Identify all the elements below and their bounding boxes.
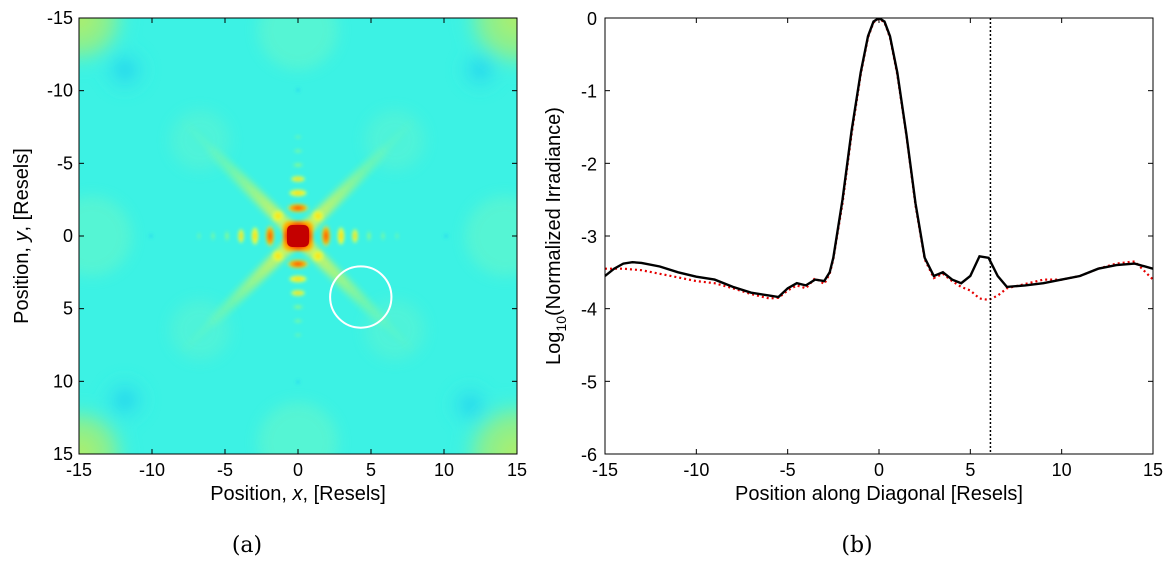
line-plot-y-tick-label: -1 [581,82,597,102]
line-plot-x-ticks: -15 -10 -5 0 5 10 15 [592,18,1163,480]
heatmap-x-tick-label: -10 [139,460,165,480]
dark-hole-circle [329,265,393,329]
line-plot-y-tick-label: -3 [581,227,597,247]
heatmap-y-tick-label: -5 [57,153,73,173]
heatmap-y-tick-label: -15 [47,8,73,28]
line-plot-y-tick-label: -2 [581,154,597,174]
heatmap-x-tick-label: -15 [66,460,92,480]
panel-a-caption: (a) [232,533,262,558]
line-plot-x-tick-label: -10 [683,460,709,480]
heatmap-panel: -15 -10 -5 0 5 10 15 -15 -10 -5 0 5 10 15 Position, … [11,8,527,558]
panel-b-caption: (b) [841,533,872,558]
line-plot-x-tick-label: 0 [874,460,884,480]
heatmap-y-tick-label: 15 [53,444,73,464]
line-plot-x-axis-label: Position along Diagonal [Resels] [735,483,1023,505]
series-solid-black [605,18,1153,299]
heatmap-y-tick-label: 5 [63,299,73,319]
line-plot-x-tick-label: -15 [592,460,618,480]
line-plot-x-tick-label: -5 [780,460,796,480]
heatmap-x-tick-label: 5 [366,460,376,480]
heatmap-y-tick-label: -10 [47,81,73,101]
plot-background [605,18,1153,454]
line-plot-y-tick-label: -5 [581,372,597,392]
line-plot-y-tick-label: -6 [581,445,597,465]
line-plot-x-tick-label: 5 [965,460,975,480]
line-plot-y-ticks: 0 -1 -2 -3 -4 -5 -6 [581,9,1153,465]
heatmap-x-tick-label: -5 [217,460,233,480]
line-plot-y-tick-label: -4 [581,300,597,320]
heatmap-x-axis-label: Position, x, [Resels] [210,483,386,505]
heatmap-y-tick-label: 0 [63,226,73,246]
line-plot-x-tick-label: 10 [1052,460,1072,480]
line-plot-x-tick-label: 15 [1143,460,1163,480]
heatmap-y-ticks: -15 -10 -5 0 5 10 15 [47,8,517,464]
line-plot-y-tick-label: 0 [587,9,597,29]
line-plot-panel: -15 -10 -5 0 5 10 15 0 -1 -2 -3 -4 -5 -6 Position al… [543,9,1163,558]
heatmap-y-axis-label: Position, y, [Resels] [11,148,33,324]
heatmap-x-tick-label: 0 [293,460,303,480]
line-plot-y-axis-label: Log10(Normalized Irradiance) [543,107,569,365]
heatmap-x-tick-label: 10 [434,460,454,480]
heatmap-x-ticks: -15 -10 -5 0 5 10 15 [66,18,527,480]
heatmap-image [79,18,517,454]
heatmap-y-tick-label: 10 [53,371,73,391]
heatmap-x-tick-label: 15 [507,460,527,480]
